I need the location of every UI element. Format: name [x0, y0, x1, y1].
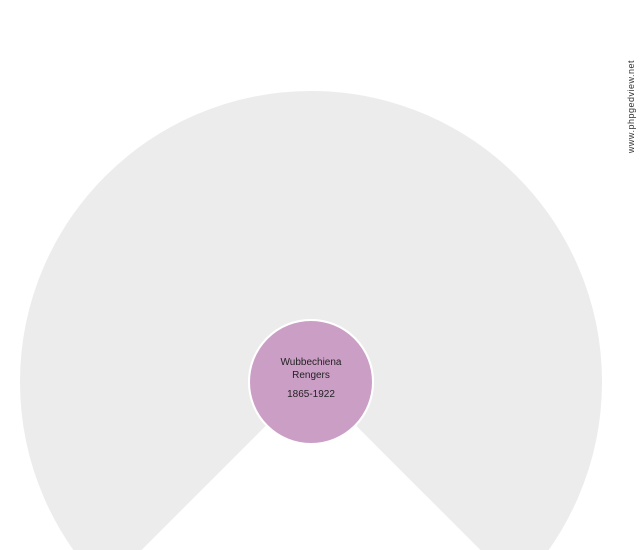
center-person-circle[interactable]: [249, 320, 373, 444]
watermark-text: www.phpgedview.net: [626, 60, 636, 153]
fan-chart-canvas: Wubbechiena Rengers 1865-1922 www.phpged…: [0, 0, 640, 550]
fan-chart-svg: [0, 0, 640, 550]
